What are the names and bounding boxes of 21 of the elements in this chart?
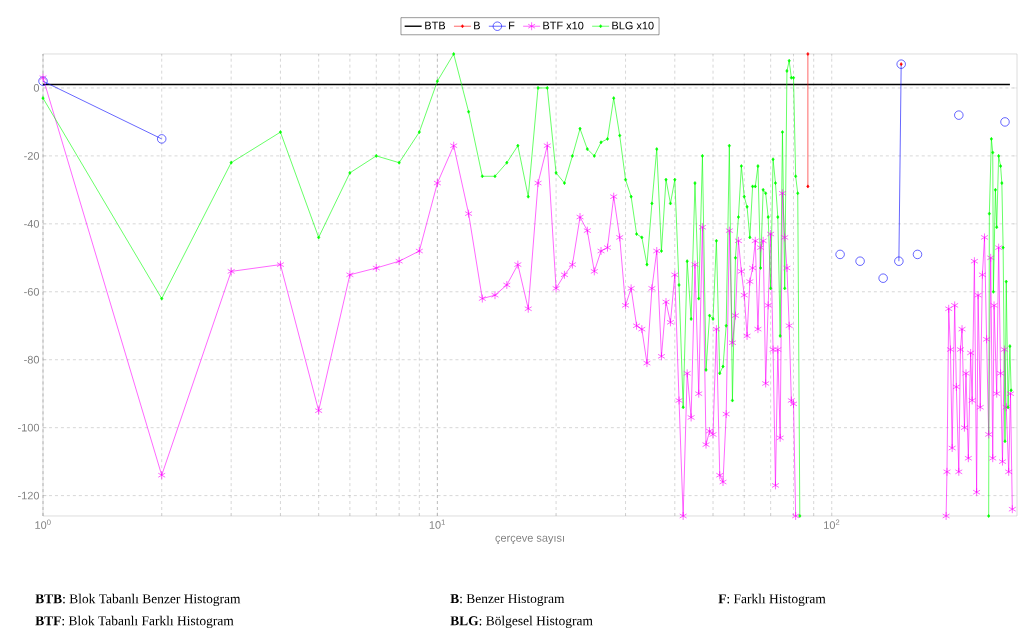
- legend-label: BLG x10: [612, 21, 654, 30]
- text: B: Benzer Histogram: [450, 594, 565, 606]
- legend-label: F: [509, 21, 515, 30]
- y-tick-label: 0: [33, 84, 40, 92]
- y-tick-label: -100: [18, 423, 40, 432]
- text: F: Farklı Histogram: [718, 593, 826, 607]
- legend-label: BTB: [425, 21, 446, 30]
- x-axis-title: çerçeve sayısı: [495, 535, 564, 544]
- legend-label: B: [474, 21, 480, 30]
- text: BTF: Blok Tabanlı Farklı Histogram: [35, 615, 234, 629]
- legend-label: BTF x10: [543, 21, 584, 30]
- x-tick-label: 10$^{1}$: [429, 519, 445, 529]
- x-tick-label: 10$^{2}$: [824, 519, 840, 529]
- y-tick-label: -120: [18, 491, 40, 500]
- y-tick-label: -80: [24, 355, 40, 364]
- y-tick-label: -60: [24, 287, 40, 296]
- y-tick-label: -20: [24, 152, 40, 160]
- y-tick-label: -40: [24, 219, 40, 228]
- text: BLG: Bölgesel Histogram: [450, 615, 593, 629]
- x-tick-label: 10$^{0}$: [35, 519, 51, 529]
- text: BTB: Blok Tabanlı Benzer Histogram: [35, 593, 241, 607]
